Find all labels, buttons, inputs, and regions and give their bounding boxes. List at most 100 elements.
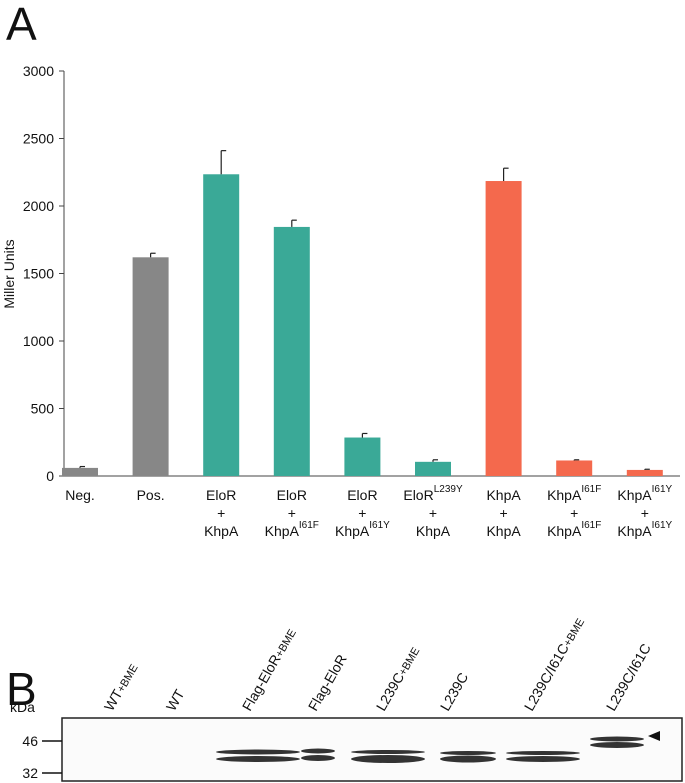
x-tick-label: KhpAI61Y bbox=[617, 484, 672, 503]
band bbox=[440, 755, 496, 763]
lane-subtext: +BME bbox=[273, 627, 299, 659]
band bbox=[590, 736, 644, 742]
x-tick-label: KhpAI61F bbox=[547, 520, 601, 539]
label-text: KhpA bbox=[486, 487, 521, 503]
label-superscript: I61Y bbox=[652, 520, 673, 531]
x-tick-label: + bbox=[429, 505, 437, 521]
lane-text: WT bbox=[163, 686, 188, 713]
band bbox=[506, 756, 580, 762]
bar bbox=[203, 174, 240, 476]
lane-label: L239C bbox=[437, 670, 471, 714]
lane-label: Flag-EloR+BME bbox=[239, 625, 299, 713]
bar bbox=[556, 460, 593, 476]
x-tick-label: Neg. bbox=[65, 487, 95, 503]
bar bbox=[415, 461, 451, 476]
blot-unit: kDa bbox=[10, 699, 35, 715]
label-text: KhpA bbox=[547, 523, 582, 539]
panel-label: B bbox=[6, 663, 37, 715]
x-tick-label: KhpA bbox=[486, 523, 521, 539]
lane-label: WT bbox=[163, 686, 188, 713]
bar bbox=[344, 437, 381, 476]
y-tick-label: 3000 bbox=[23, 63, 54, 79]
blot-frame bbox=[61, 717, 683, 782]
label-text: + bbox=[570, 505, 578, 521]
marker-label: 32 bbox=[22, 765, 38, 781]
arrowhead bbox=[648, 731, 660, 741]
bar bbox=[132, 257, 169, 476]
x-tick-label: + bbox=[570, 505, 578, 521]
bar bbox=[485, 181, 522, 476]
bar bbox=[62, 467, 98, 476]
label-text: + bbox=[288, 505, 296, 521]
lane-label: L239C+BME bbox=[373, 644, 423, 714]
label-text: KhpA bbox=[547, 487, 582, 503]
y-tick-label: 2000 bbox=[23, 198, 54, 214]
label-text: EloR bbox=[347, 487, 377, 503]
lane-subtext: +BME bbox=[397, 646, 423, 678]
x-tick-label: KhpAI61Y bbox=[617, 520, 672, 539]
label-text: KhpA bbox=[486, 523, 521, 539]
x-tick-label: + bbox=[641, 505, 649, 521]
x-tick-label: + bbox=[288, 505, 296, 521]
x-tick-label: KhpAI61F bbox=[265, 520, 319, 539]
lane-label: WT+BME bbox=[101, 660, 141, 713]
x-tick-label: KhpAI61Y bbox=[335, 520, 390, 539]
x-tick-label: KhpA bbox=[416, 523, 451, 539]
band bbox=[216, 749, 300, 755]
label-text: + bbox=[500, 505, 508, 521]
lane-text: L239C bbox=[437, 670, 471, 714]
label-superscript: I61Y bbox=[652, 484, 673, 495]
band bbox=[216, 756, 300, 762]
label-superscript: I61F bbox=[581, 520, 601, 531]
label-text: + bbox=[358, 505, 366, 521]
label-text: EloR bbox=[403, 487, 433, 503]
label-text: EloR bbox=[206, 487, 236, 503]
band bbox=[440, 751, 496, 755]
band bbox=[301, 748, 335, 754]
y-tick-label: 0 bbox=[46, 468, 54, 484]
y-tick-label: 1500 bbox=[23, 266, 54, 282]
label-text: KhpA bbox=[617, 523, 652, 539]
lane-label: L239C/I61C+BME bbox=[521, 615, 587, 714]
lane-text: L239C/I61C bbox=[521, 641, 572, 714]
panel-label: A bbox=[6, 0, 37, 50]
lane-label: L239C/I61C bbox=[603, 641, 654, 714]
label-text: + bbox=[217, 505, 225, 521]
x-tick-label: Pos. bbox=[137, 487, 165, 503]
x-tick-label: KhpA bbox=[204, 523, 239, 539]
label-text: EloR bbox=[277, 487, 307, 503]
label-text: + bbox=[429, 505, 437, 521]
band bbox=[351, 755, 425, 763]
x-tick-label: EloRL239Y bbox=[403, 484, 463, 503]
x-tick-label: EloR bbox=[277, 487, 307, 503]
lane-text: L239C/I61C bbox=[603, 641, 654, 714]
label-text: KhpA bbox=[416, 523, 451, 539]
x-tick-label: + bbox=[217, 505, 225, 521]
x-tick-label: KhpAI61F bbox=[547, 484, 601, 503]
label-superscript: I61Y bbox=[369, 520, 390, 531]
lane-subtext: +BME bbox=[115, 662, 141, 694]
band bbox=[301, 755, 335, 761]
label-text: KhpA bbox=[335, 523, 370, 539]
label-text: KhpA bbox=[204, 523, 239, 539]
label-text: KhpA bbox=[265, 523, 300, 539]
bar bbox=[273, 226, 310, 476]
lane-text: Flag-EloR bbox=[239, 652, 284, 714]
x-tick-label: + bbox=[358, 505, 366, 521]
label-superscript: L239Y bbox=[434, 484, 463, 495]
marker-label: 46 bbox=[22, 733, 38, 749]
lane-text: L239C bbox=[373, 670, 407, 714]
label-superscript: I61F bbox=[299, 520, 319, 531]
x-tick-label: EloR bbox=[347, 487, 377, 503]
label-text: Neg. bbox=[65, 487, 95, 503]
label-text: KhpA bbox=[617, 487, 652, 503]
bands bbox=[216, 736, 644, 763]
lane-subtext: +BME bbox=[562, 617, 588, 649]
y-tick-label: 1000 bbox=[23, 333, 54, 349]
bar bbox=[626, 469, 663, 476]
y-axis-title: Miller Units bbox=[1, 239, 17, 308]
label-superscript: I61F bbox=[581, 484, 601, 495]
lane-label: Flag-EloR bbox=[305, 652, 350, 714]
x-tick-label: KhpA bbox=[486, 487, 521, 503]
